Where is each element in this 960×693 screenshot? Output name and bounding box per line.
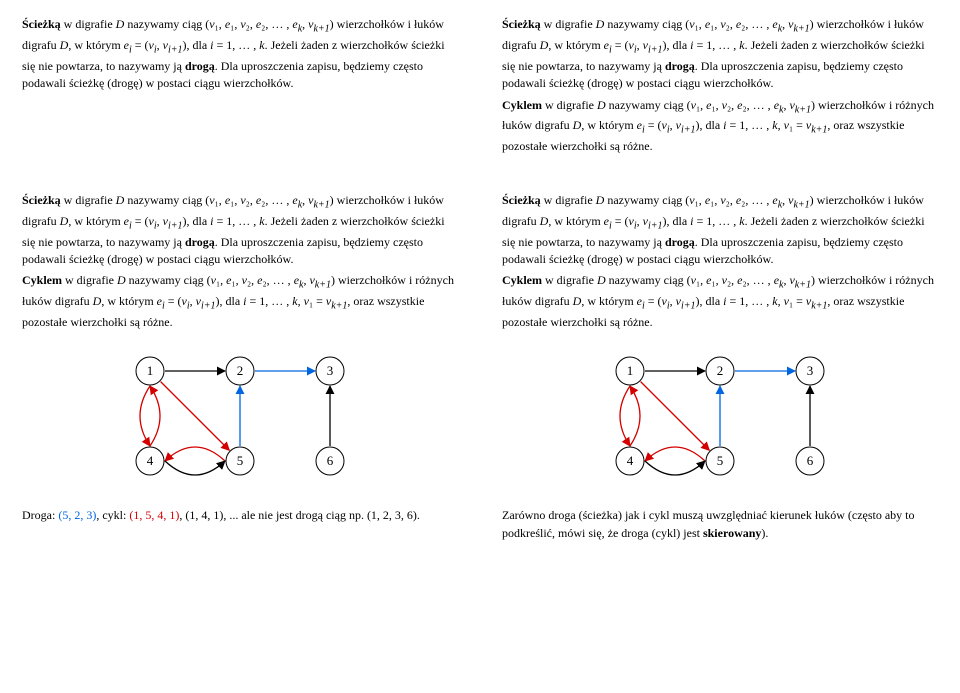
- svg-text:2: 2: [237, 363, 244, 378]
- slide-grid: Ścieżką w digrafie D nazywamy ciąg (v₁, …: [0, 0, 960, 562]
- txt: , (1, 4, 1), ... ale nie jest drogą ciąg…: [179, 508, 420, 522]
- para: Cyklem w digrafie D nazywamy ciąg (v₁, e…: [22, 272, 458, 331]
- panel-bottom-right: Ścieżką w digrafie D nazywamy ciąg (v₁, …: [480, 176, 960, 563]
- para: Ścieżką w digrafie D nazywamy ciąg (v₁, …: [502, 16, 938, 93]
- para: Cyklem w digrafie D nazywamy ciąg (v₁, e…: [502, 97, 938, 156]
- svg-text:4: 4: [627, 453, 634, 468]
- svg-text:4: 4: [147, 453, 154, 468]
- digraph-right: 1 2 3 4 5 6: [570, 341, 870, 501]
- caption-left: Droga: (5, 2, 3), cykl: (1, 5, 4, 1), (1…: [22, 507, 458, 524]
- cycle-red: (1, 5, 4, 1): [129, 508, 179, 522]
- svg-text:3: 3: [807, 363, 814, 378]
- svg-text:6: 6: [807, 453, 814, 468]
- para: Cyklem w digrafie D nazywamy ciąg (v₁, e…: [502, 272, 938, 331]
- svg-text:5: 5: [717, 453, 724, 468]
- panel-top-right: Ścieżką w digrafie D nazywamy ciąg (v₁, …: [480, 0, 960, 176]
- svg-text:3: 3: [327, 363, 334, 378]
- para: Ścieżką w digrafie D nazywamy ciąg (v₁, …: [22, 16, 458, 93]
- panel-bottom-left: Ścieżką w digrafie D nazywamy ciąg (v₁, …: [0, 176, 480, 563]
- para: Ścieżką w digrafie D nazywamy ciąg (v₁, …: [22, 192, 458, 269]
- caption-right: Zarówno droga (ścieżka) jak i cykl muszą…: [502, 507, 938, 542]
- svg-text:1: 1: [147, 363, 154, 378]
- path-blue: (5, 2, 3): [58, 508, 96, 522]
- svg-text:1: 1: [627, 363, 634, 378]
- svg-text:2: 2: [717, 363, 724, 378]
- txt: , cykl:: [96, 508, 129, 522]
- digraph-left: 1 2 3 4 5 6: [90, 341, 390, 501]
- panel-top-left: Ścieżką w digrafie D nazywamy ciąg (v₁, …: [0, 0, 480, 176]
- svg-text:5: 5: [237, 453, 244, 468]
- para: Ścieżką w digrafie D nazywamy ciąg (v₁, …: [502, 192, 938, 269]
- svg-text:6: 6: [327, 453, 334, 468]
